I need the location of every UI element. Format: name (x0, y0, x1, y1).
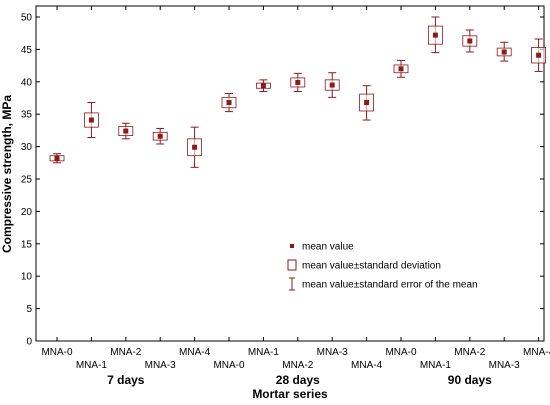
y-tick-label: 40 (21, 77, 33, 88)
y-tick-label: 25 (21, 175, 33, 186)
x-tick-label: MNA-0 (213, 360, 245, 371)
mean-point (432, 32, 438, 38)
y-tick-label: 10 (21, 272, 33, 283)
x-tick-label: MNA-0 (385, 347, 417, 358)
legend-box-symbol (287, 259, 297, 271)
x-tick-label: MNA-3 (317, 347, 349, 358)
x-tick-label: MNA-1 (76, 360, 108, 371)
mean-point (88, 117, 94, 123)
mean-point (157, 133, 163, 139)
y-tick-label: 15 (21, 239, 33, 250)
x-axis-title: Mortar series (252, 387, 328, 401)
y-tick-label: 5 (26, 304, 32, 315)
x-tick-label: MNA-1 (248, 347, 280, 358)
data-marks (49, 16, 546, 168)
legend-label: mean value (302, 242, 354, 253)
group-label: 7 days (107, 373, 145, 387)
mean-point (123, 128, 129, 134)
x-tick-label: MNA-1 (420, 360, 452, 371)
mean-point (501, 49, 507, 55)
mean-point (398, 66, 404, 72)
group-label: 28 days (276, 373, 320, 387)
y-tick-label: 45 (21, 45, 33, 56)
x-tick-label: MNA-2 (282, 360, 314, 371)
mean-point (467, 38, 473, 44)
mean-point (260, 83, 266, 89)
mean-point (364, 100, 370, 106)
y-tick-label: 0 (26, 337, 32, 348)
y-tick-label: 50 (21, 13, 33, 24)
x-tick-label: MNA-2 (110, 347, 142, 358)
x-axis: MNA-0MNA-1MNA-2MNA-3MNA-4MNA-0MNA-1MNA-2… (41, 6, 550, 371)
y-tick-label: 30 (21, 142, 33, 153)
x-tick-label: MNA-4 (179, 347, 211, 358)
legend-label: mean value±standard error of the mean (302, 280, 478, 291)
mean-point (536, 52, 542, 58)
mean-point (226, 100, 232, 106)
x-tick-label: MNA-2 (454, 347, 486, 358)
x-tick-label: MNA-4 (523, 347, 550, 358)
x-tick-label: MNA-3 (489, 360, 521, 371)
legend-label: mean value±standard deviation (302, 261, 441, 272)
mean-point (295, 79, 301, 85)
mean-point (192, 144, 198, 150)
x-tick-label: MNA-0 (41, 347, 73, 358)
x-tick-label: MNA-4 (351, 360, 383, 371)
y-tick-label: 35 (21, 110, 33, 121)
x-tick-label: MNA-3 (145, 360, 177, 371)
legend-mean-symbol (290, 244, 294, 248)
y-tick-label: 20 (21, 207, 33, 218)
legend: mean value mean value±standard deviation m… (287, 242, 478, 291)
group-label: 90 days (448, 373, 492, 387)
plot-area (35, 5, 545, 342)
group-labels: 7 days 28 days 90 days (107, 373, 492, 387)
mean-point (329, 82, 335, 88)
mean-point (54, 155, 60, 161)
y-axis-title: Compressive strength, MPa (0, 95, 14, 253)
